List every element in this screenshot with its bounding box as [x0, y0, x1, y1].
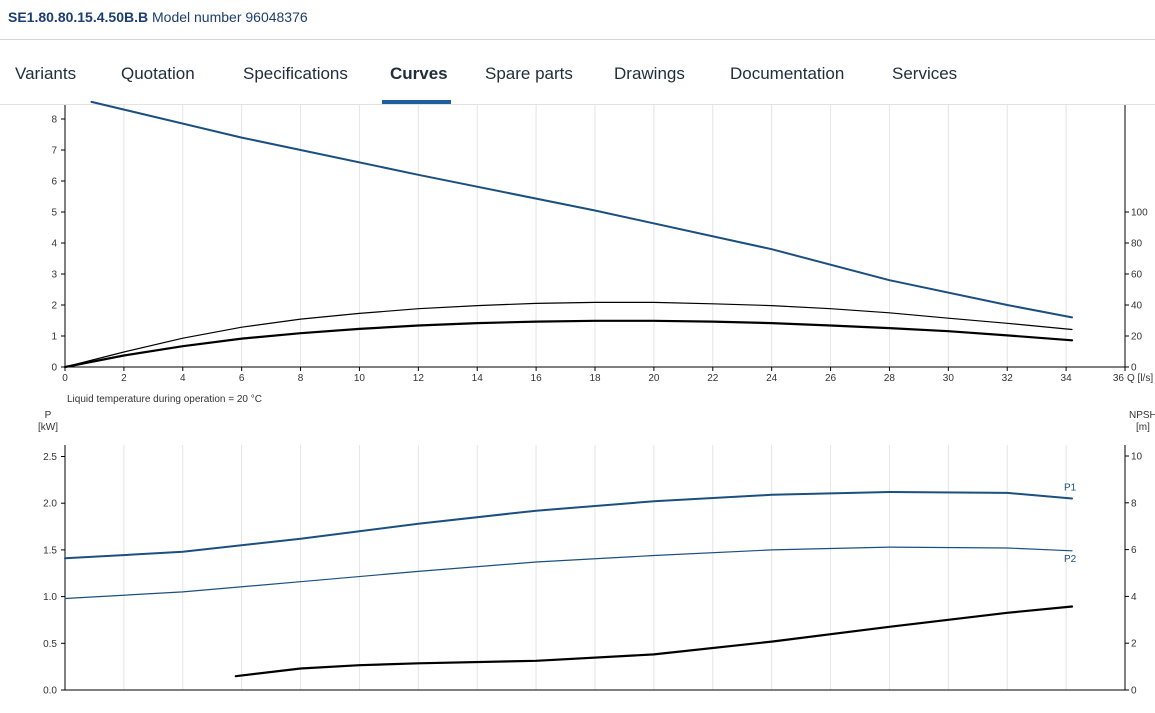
- x-tick-label: 24: [766, 373, 778, 384]
- tab-specifications[interactable]: Specifications: [243, 64, 348, 83]
- x-axis-label: Q [l/s]: [1127, 373, 1153, 384]
- y2-axis-label: [m]: [1136, 422, 1150, 433]
- liquid-temperature-note: Liquid temperature during operation = 20…: [67, 394, 262, 405]
- y-tick-label: 8: [51, 115, 57, 126]
- tab-quotation[interactable]: Quotation: [121, 64, 195, 83]
- y-tick-label: 0.0: [43, 686, 57, 697]
- y2-tick-label: 80: [1131, 239, 1143, 250]
- y-axis-label: P: [45, 410, 52, 421]
- header-divider: [0, 39, 1155, 40]
- y-tick-label: 2.5: [43, 452, 57, 463]
- x-tick-label: 18: [589, 373, 601, 384]
- x-tick-label: 22: [707, 373, 719, 384]
- y2-tick-label: 6: [1131, 545, 1137, 556]
- y2-tick-label: 100: [1131, 208, 1148, 219]
- x-tick-label: 2: [121, 373, 127, 384]
- y2-tick-label: 0: [1131, 686, 1137, 697]
- x-tick-label: 34: [1061, 373, 1073, 384]
- x-tick-label: 8: [298, 373, 304, 384]
- y2-tick-label: 4: [1131, 592, 1137, 603]
- y2-tick-label: 60: [1131, 270, 1143, 281]
- x-tick-label: 32: [1002, 373, 1014, 384]
- y-tick-label: 6: [51, 177, 57, 188]
- x-tick-label: 16: [531, 373, 543, 384]
- y-tick-label: 1.0: [43, 592, 57, 603]
- tab-variants[interactable]: Variants: [15, 64, 77, 83]
- tab-bar: Variants Quotation Specifications Curves…: [0, 60, 1155, 106]
- y2-tick-label: 2: [1131, 639, 1137, 650]
- y-tick-label: 2: [51, 301, 57, 312]
- x-tick-label: 14: [472, 373, 484, 384]
- y-tick-label: 7: [51, 146, 57, 157]
- tabs-divider: [0, 104, 1155, 105]
- tab-services[interactable]: Services: [892, 64, 958, 83]
- series-label-p2: P2: [1064, 554, 1077, 565]
- product-title: SE1.80.80.15.4.50B.B Model number 960483…: [8, 9, 308, 25]
- curve-lower-2: [234, 605, 1074, 678]
- x-tick-label: 30: [943, 373, 955, 384]
- tab-drawings[interactable]: Drawings: [614, 64, 685, 83]
- curve-lower-1: [64, 546, 1073, 600]
- y2-tick-label: 20: [1131, 332, 1143, 343]
- y-tick-label: 3: [51, 270, 57, 281]
- active-tab-indicator: [382, 100, 451, 104]
- y-tick-label: 4: [51, 239, 57, 250]
- y-tick-label: 0.5: [43, 639, 57, 650]
- x-tick-label: 4: [180, 373, 186, 384]
- tab-spare-parts[interactable]: Spare parts: [485, 64, 573, 83]
- x-tick-label: 26: [825, 373, 837, 384]
- y-tick-label: 2.0: [43, 499, 57, 510]
- y2-axis-label: NPSH: [1129, 410, 1155, 421]
- y2-tick-label: 40: [1131, 301, 1143, 312]
- y2-tick-label: 8: [1131, 498, 1137, 509]
- tab-curves[interactable]: Curves: [390, 64, 448, 83]
- curve-upper-1: [64, 301, 1073, 368]
- y-axis-label: [kW]: [38, 422, 58, 433]
- curve-upper-2: [63, 319, 1074, 369]
- x-tick-label: 6: [239, 373, 245, 384]
- y-tick-label: 1.5: [43, 545, 57, 556]
- model-number: Model number 96048376: [152, 9, 308, 25]
- x-tick-label: 12: [413, 373, 425, 384]
- curve-upper-0: [90, 100, 1073, 319]
- y-tick-label: 1: [51, 332, 57, 343]
- product-code: SE1.80.80.15.4.50B.B: [8, 9, 149, 25]
- y2-tick-label: 10: [1131, 452, 1143, 463]
- curve-lower-0: [64, 491, 1073, 560]
- x-tick-label: 36: [1113, 373, 1125, 384]
- y2-tick-label: 0: [1131, 363, 1137, 374]
- series-label-p1: P1: [1064, 483, 1077, 494]
- x-tick-label: 0: [62, 373, 68, 384]
- x-tick-label: 20: [648, 373, 660, 384]
- y-tick-label: 0: [51, 363, 57, 374]
- x-tick-label: 28: [884, 373, 896, 384]
- x-tick-label: 10: [354, 373, 366, 384]
- tab-documentation[interactable]: Documentation: [730, 64, 845, 83]
- y-tick-label: 5: [51, 208, 57, 219]
